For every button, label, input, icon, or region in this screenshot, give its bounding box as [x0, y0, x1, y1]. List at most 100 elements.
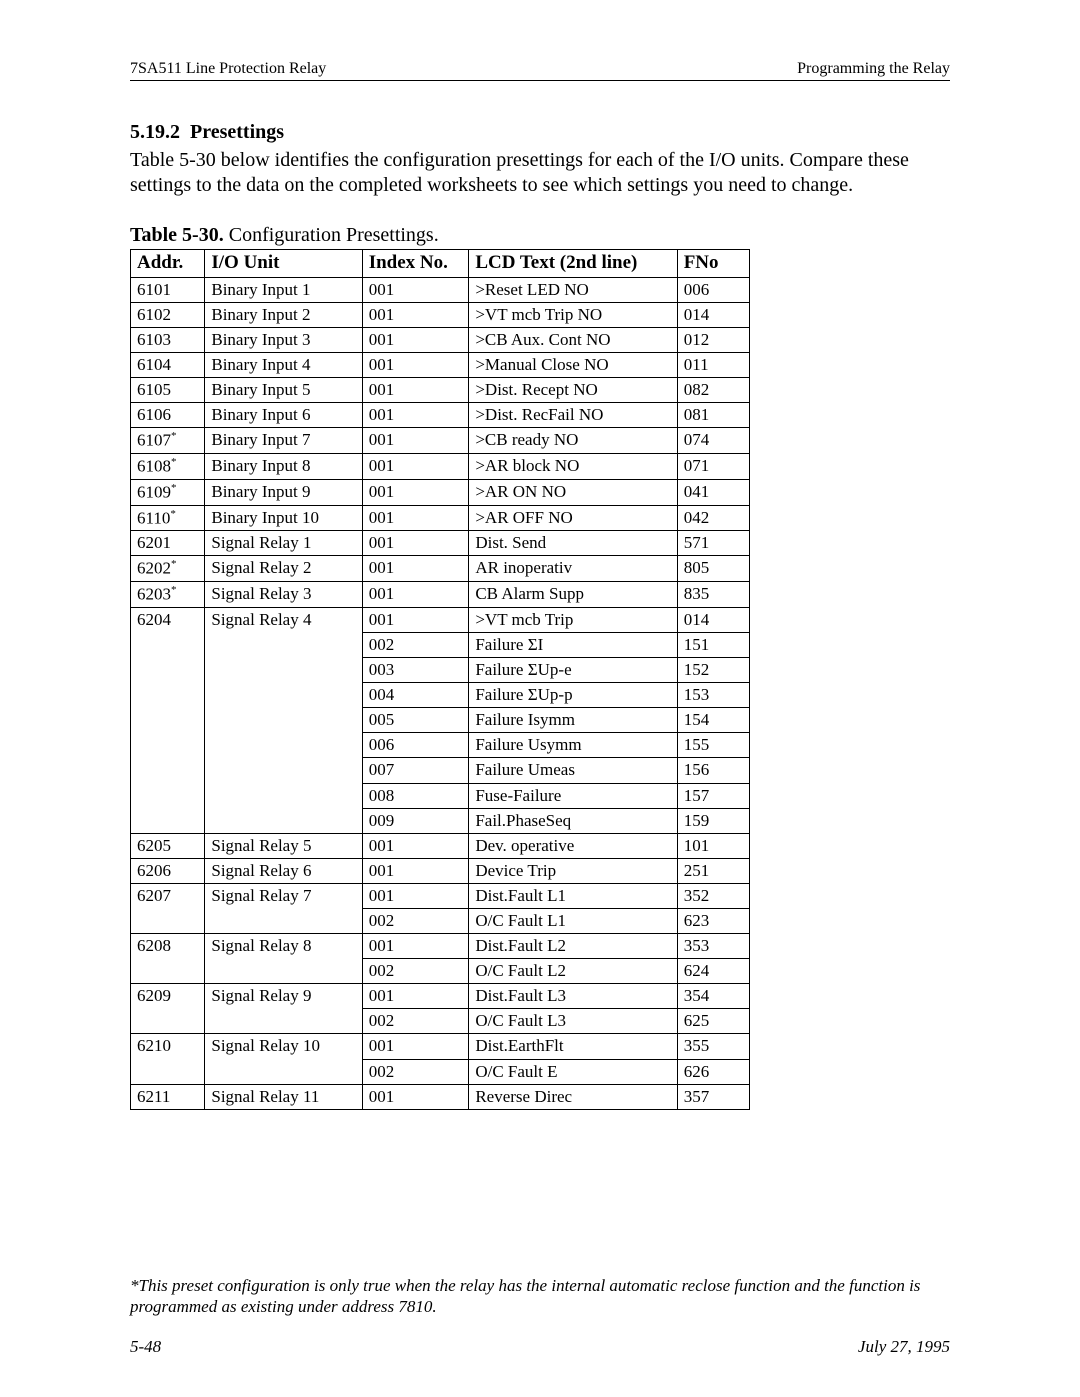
table-row: 6205Signal Relay 5001Dev. operative101	[131, 833, 750, 858]
cell-unit: Signal Relay 2	[205, 556, 362, 582]
cell-lcd: Failure ΣUp-e	[469, 658, 677, 683]
cell-addr: 6104	[131, 352, 205, 377]
cell-unit: Binary Input 8	[205, 454, 362, 480]
cell-addr	[131, 908, 205, 933]
cell-unit	[205, 708, 362, 733]
cell-fno: 625	[677, 1009, 749, 1034]
intro-paragraph: Table 5-30 below identifies the configur…	[130, 148, 950, 198]
cell-addr: 6106	[131, 403, 205, 428]
cell-unit	[205, 1009, 362, 1034]
table-row: 6102Binary Input 2001>VT mcb Trip NO014	[131, 302, 750, 327]
cell-lcd: Reverse Direc	[469, 1084, 677, 1109]
cell-unit: Binary Input 10	[205, 505, 362, 531]
cell-unit: Signal Relay 3	[205, 582, 362, 608]
footnote: *This preset configuration is only true …	[130, 1275, 950, 1318]
cell-index: 001	[362, 403, 469, 428]
table-row: 6201Signal Relay 1001Dist. Send571	[131, 531, 750, 556]
cell-fno: 155	[677, 733, 749, 758]
cell-lcd: >AR ON NO	[469, 479, 677, 505]
cell-index: 007	[362, 758, 469, 783]
cell-lcd: >VT mcb Trip	[469, 607, 677, 632]
table-row: 6106Binary Input 6001>Dist. RecFail NO08…	[131, 403, 750, 428]
table-row: 6107*Binary Input 7001>CB ready NO074	[131, 428, 750, 454]
cell-unit: Binary Input 3	[205, 327, 362, 352]
cell-unit	[205, 632, 362, 657]
table-row: 007Failure Umeas156	[131, 758, 750, 783]
cell-lcd: Dist.Fault L3	[469, 984, 677, 1009]
cell-fno: 571	[677, 531, 749, 556]
cell-fno: 251	[677, 858, 749, 883]
table-row: 6103Binary Input 3001>CB Aux. Cont NO012	[131, 327, 750, 352]
cell-index: 001	[362, 531, 469, 556]
cell-unit: Signal Relay 5	[205, 833, 362, 858]
table-row: 6203*Signal Relay 3001CB Alarm Supp835	[131, 582, 750, 608]
table-caption: Table 5-30. Configuration Presettings.	[130, 224, 950, 247]
cell-fno: 012	[677, 327, 749, 352]
cell-index: 001	[362, 302, 469, 327]
table-row: 002O/C Fault E626	[131, 1059, 750, 1084]
table-row: 6209Signal Relay 9001Dist.Fault L3354	[131, 984, 750, 1009]
col-lcd: LCD Text (2nd line)	[469, 250, 677, 278]
cell-index: 001	[362, 378, 469, 403]
cell-fno: 624	[677, 959, 749, 984]
cell-fno: 352	[677, 883, 749, 908]
cell-fno: 835	[677, 582, 749, 608]
cell-fno: 805	[677, 556, 749, 582]
cell-fno: 014	[677, 302, 749, 327]
cell-addr: 6209	[131, 984, 205, 1009]
caption-text: Configuration Presettings.	[229, 224, 439, 246]
cell-unit	[205, 959, 362, 984]
cell-lcd: >Manual Close NO	[469, 352, 677, 377]
cell-addr	[131, 1059, 205, 1084]
cell-unit: Signal Relay 9	[205, 984, 362, 1009]
cell-lcd: Dist.Fault L1	[469, 883, 677, 908]
cell-addr: 6210	[131, 1034, 205, 1059]
cell-fno: 355	[677, 1034, 749, 1059]
cell-lcd: Failure ΣUp-p	[469, 683, 677, 708]
cell-lcd: >Dist. Recept NO	[469, 378, 677, 403]
table-row: 008Fuse-Failure157	[131, 783, 750, 808]
caption-label: Table 5-30.	[130, 224, 224, 246]
cell-fno: 011	[677, 352, 749, 377]
cell-index: 004	[362, 683, 469, 708]
cell-addr	[131, 632, 205, 657]
table-row: 6104Binary Input 4001>Manual Close NO011	[131, 352, 750, 377]
cell-addr: 6101	[131, 277, 205, 302]
cell-addr	[131, 808, 205, 833]
cell-fno: 154	[677, 708, 749, 733]
table-body: 6101Binary Input 1001>Reset LED NO006610…	[131, 277, 750, 1109]
cell-lcd: O/C Fault L3	[469, 1009, 677, 1034]
cell-index: 001	[362, 582, 469, 608]
cell-addr: 6207	[131, 883, 205, 908]
cell-addr	[131, 758, 205, 783]
cell-addr: 6103	[131, 327, 205, 352]
table-row: 6108*Binary Input 8001>AR block NO071	[131, 454, 750, 480]
cell-index: 002	[362, 959, 469, 984]
cell-fno: 014	[677, 607, 749, 632]
table-row: 6101Binary Input 1001>Reset LED NO006	[131, 277, 750, 302]
cell-index: 001	[362, 1084, 469, 1109]
table-row: 003Failure ΣUp-e152	[131, 658, 750, 683]
section-number: 5.19.2	[130, 121, 180, 143]
cell-lcd: O/C Fault L1	[469, 908, 677, 933]
page: 7SA511 Line Protection Relay Programming…	[0, 0, 1080, 1397]
cell-index: 001	[362, 327, 469, 352]
cell-unit: Binary Input 7	[205, 428, 362, 454]
cell-index: 001	[362, 883, 469, 908]
cell-fno: 159	[677, 808, 749, 833]
header-left: 7SA511 Line Protection Relay	[130, 60, 326, 78]
cell-addr: 6204	[131, 607, 205, 632]
running-footer: 5-48 July 27, 1995	[130, 1337, 950, 1357]
table-header-row: Addr. I/O Unit Index No. LCD Text (2nd l…	[131, 250, 750, 278]
cell-index: 005	[362, 708, 469, 733]
cell-unit: Signal Relay 6	[205, 858, 362, 883]
cell-index: 001	[362, 1034, 469, 1059]
table-row: 6202*Signal Relay 2001AR inoperativ805	[131, 556, 750, 582]
cell-unit	[205, 658, 362, 683]
table-row: 6105Binary Input 5001>Dist. Recept NO082	[131, 378, 750, 403]
cell-fno: 354	[677, 984, 749, 1009]
cell-lcd: Failure Usymm	[469, 733, 677, 758]
cell-unit	[205, 783, 362, 808]
cell-addr: 6201	[131, 531, 205, 556]
cell-index: 001	[362, 607, 469, 632]
